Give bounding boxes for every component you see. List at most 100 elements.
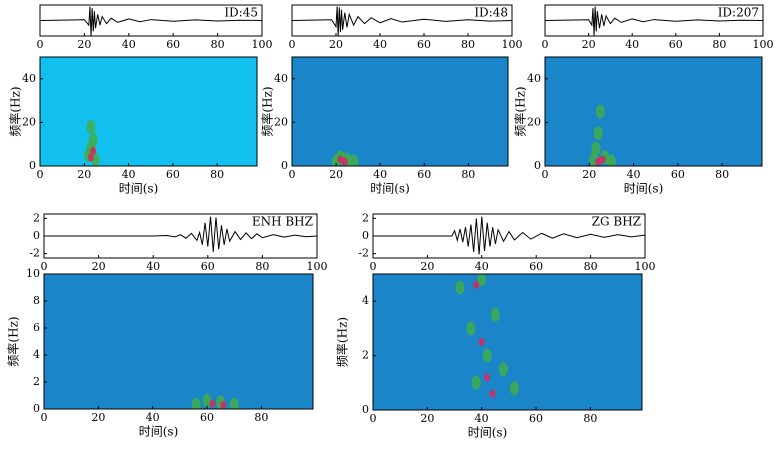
x-tick-label: 80: [712, 38, 726, 51]
panel: 0 20 40 60 80 100-202 ENH BHZ: [29, 211, 327, 273]
energy-spot: [489, 389, 496, 398]
x-tick-label: 80: [461, 38, 475, 51]
x-tick-label: 40: [475, 260, 489, 273]
energy-spot: [477, 274, 487, 287]
y-tick-label: 0: [362, 229, 369, 242]
energy-spot: [606, 154, 616, 166]
axes-frame: [372, 273, 643, 411]
waveform-line: [373, 216, 646, 255]
axes-frame: [544, 4, 764, 37]
y-tick-label: 0: [29, 159, 36, 172]
panel: 0 20 40 60 80 100-202 ZG BHZ: [358, 211, 655, 273]
energy-spot: [599, 155, 606, 164]
y-tick-label: 20: [274, 115, 288, 128]
x-tick-label: 80: [255, 260, 269, 273]
x-tick-label: 60: [417, 38, 431, 51]
energy-spot: [482, 348, 492, 363]
y-tick-label: 40: [274, 72, 288, 85]
x-tick-label: 0: [370, 260, 377, 273]
panel: 0 20 40 60 80 100 ID:48: [289, 4, 523, 51]
y-tick-label: 40: [22, 72, 36, 85]
energy-spot: [595, 104, 605, 119]
y-tick-label: 2: [362, 211, 369, 224]
waveform-line: [291, 6, 513, 37]
energy-spot: [509, 381, 519, 396]
x-tick-label: 80: [254, 411, 268, 424]
x-tick-label: 80: [211, 38, 225, 51]
energy-spot: [88, 132, 98, 147]
spectrogram-background: [40, 57, 257, 166]
y-tick-label: 20: [527, 115, 541, 128]
x-axis-label: 时间(s): [119, 182, 159, 196]
energy-spot: [209, 399, 216, 408]
waveform-line: [44, 216, 318, 252]
spectrogram-background: [292, 57, 508, 166]
axes-frame: [39, 4, 263, 37]
spectrogram-background: [44, 274, 313, 409]
axes-frame: [43, 273, 314, 410]
x-tick-label: 40: [146, 260, 160, 273]
annotation: ID:45: [224, 6, 258, 20]
x-tick-label: 0: [542, 168, 549, 181]
energy-spot: [220, 400, 227, 409]
energy-spot: [87, 153, 94, 162]
axes-frame: [291, 56, 509, 167]
x-tick-label: 20: [582, 168, 596, 181]
x-tick-label: 0: [37, 168, 44, 181]
x-tick-label: 60: [671, 168, 685, 181]
annotation: ID:207: [718, 6, 759, 20]
y-axis-label: 频率(Hz): [513, 86, 528, 136]
energy-spot: [455, 280, 465, 295]
x-tick-label: 20: [329, 38, 343, 51]
energy-spot: [86, 119, 96, 134]
y-axis-label: 频率(Hz): [335, 317, 350, 367]
energy-spot: [191, 397, 201, 409]
energy-spot: [490, 307, 500, 322]
panel: 0 20 40 60 80 0 2 4 6 8 10 时间(s) 频率(Hz): [6, 267, 314, 439]
x-tick-label: 40: [627, 168, 641, 181]
x-tick-label: 80: [584, 260, 598, 273]
x-tick-label: 60: [200, 411, 214, 424]
x-tick-label: 100: [307, 260, 328, 273]
waveform-line: [39, 6, 263, 37]
y-tick-label: 0: [534, 159, 541, 172]
x-tick-label: 20: [92, 260, 106, 273]
y-tick-label: 0: [33, 402, 40, 415]
y-tick-label: 0: [362, 403, 369, 416]
x-tick-label: 0: [41, 411, 48, 424]
x-tick-label: 40: [373, 168, 387, 181]
y-tick-label: 8: [33, 294, 40, 307]
y-tick-label: 40: [527, 72, 541, 85]
axes-frame: [291, 4, 513, 37]
y-tick-label: 0: [33, 229, 40, 242]
y-tick-label: -2: [29, 247, 40, 260]
y-tick-label: 2: [33, 211, 40, 224]
x-tick-label: 0: [370, 412, 377, 425]
x-tick-label: 0: [542, 38, 549, 51]
x-tick-label: 20: [420, 412, 434, 425]
x-tick-label: 40: [475, 412, 489, 425]
energy-group: [589, 104, 616, 166]
x-tick-label: 60: [529, 260, 543, 273]
panel: 0 20 40 60 80 100 ID:45: [37, 4, 273, 51]
x-tick-label: 40: [625, 38, 639, 51]
x-tick-label: 40: [122, 168, 136, 181]
x-tick-label: 20: [91, 411, 105, 424]
x-tick-label: 40: [146, 411, 160, 424]
x-tick-label: 20: [420, 260, 434, 273]
energy-spot: [341, 157, 348, 166]
energy-spot: [473, 280, 480, 289]
energy-spot: [484, 373, 491, 382]
y-axis-label: 频率(Hz): [6, 316, 21, 366]
energy-spot: [498, 362, 508, 377]
energy-group: [191, 393, 239, 409]
x-tick-label: 60: [417, 168, 431, 181]
x-tick-label: 100: [753, 38, 774, 51]
energy-spot: [593, 126, 603, 141]
annotation: ZG BHZ: [592, 215, 641, 229]
x-tick-label: 0: [289, 168, 296, 181]
energy-spot: [90, 146, 97, 155]
